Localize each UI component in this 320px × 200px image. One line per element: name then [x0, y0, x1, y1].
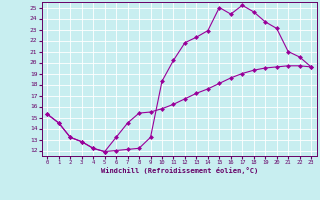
X-axis label: Windchill (Refroidissement éolien,°C): Windchill (Refroidissement éolien,°C): [100, 167, 258, 174]
